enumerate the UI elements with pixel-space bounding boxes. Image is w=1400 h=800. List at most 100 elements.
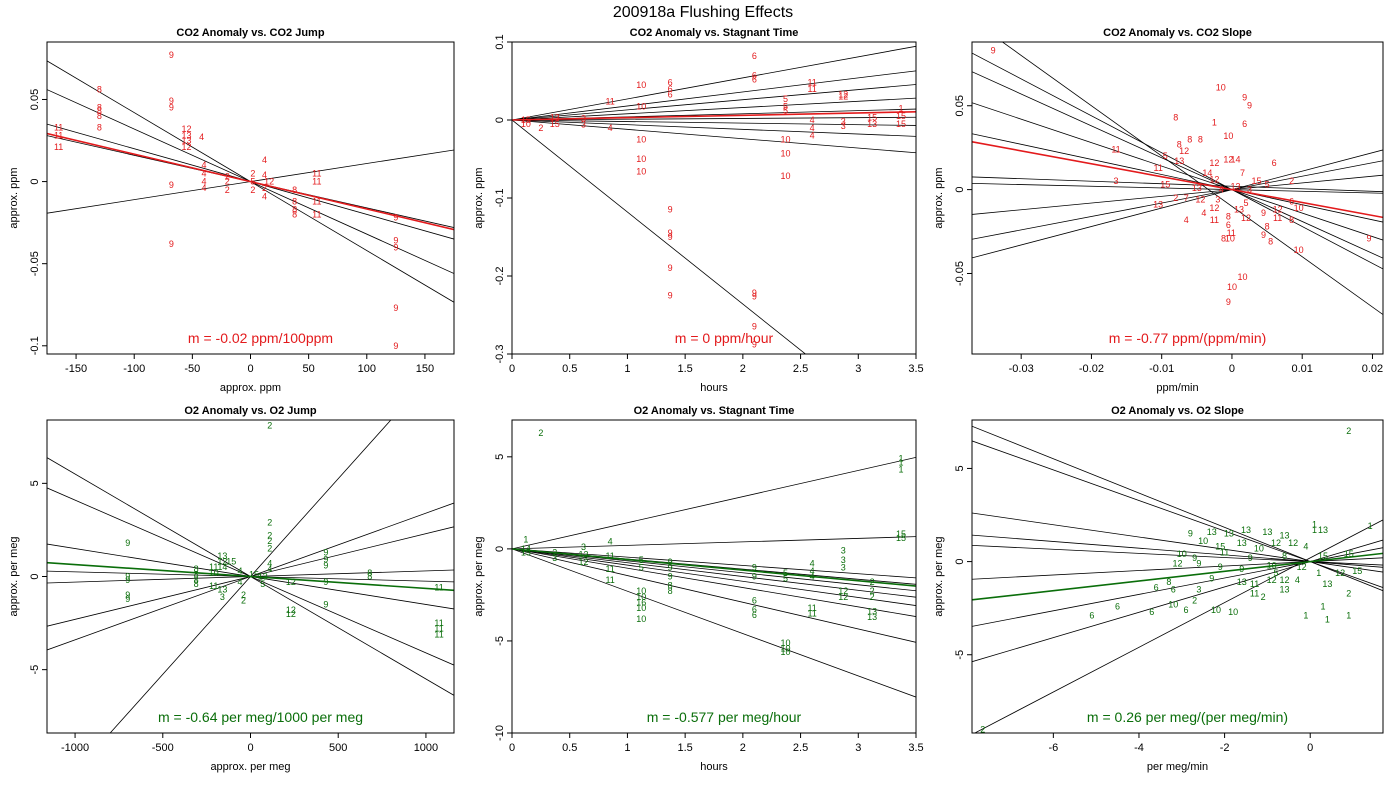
data-point-label: 9 <box>668 205 673 215</box>
mean-fit-line <box>47 132 454 231</box>
regression-line <box>512 84 916 121</box>
data-point-label: 3 <box>1215 195 1220 205</box>
plot-area: 9998888811111112131312499444422225244241… <box>47 50 454 351</box>
data-point-label: 12 <box>1288 538 1298 548</box>
data-point-label: 6 <box>752 74 757 84</box>
plot-frame <box>971 41 1384 355</box>
data-point-label: 3 <box>841 121 846 131</box>
data-point-label: 2 <box>1289 176 1294 186</box>
data-point-label: 4 <box>262 155 267 165</box>
slope-annotation: m = 0.26 per meg/(per meg/min) <box>1087 709 1288 725</box>
x-tick-label: 0 <box>1229 363 1235 375</box>
data-point-label: 2 <box>1346 426 1351 436</box>
data-point-label: 9 <box>752 288 757 298</box>
data-point-label: 13 <box>867 119 877 129</box>
data-point-label: 6 <box>1289 196 1294 206</box>
data-point-label: 4 <box>810 559 815 569</box>
data-point-label: 15 <box>1352 566 1362 576</box>
data-point-label: 1 <box>1312 519 1317 529</box>
data-point-label: 6 <box>1154 583 1159 593</box>
data-point-label: 5 <box>783 102 788 112</box>
x-tick-label: 500 <box>329 742 347 754</box>
data-point-label: 10 <box>1223 131 1233 141</box>
x-axis-label: ppm/min <box>1156 382 1198 394</box>
data-point-label: 5 <box>639 555 644 565</box>
data-point-label: 12 <box>1172 558 1182 568</box>
y-axis-label: approx. per meg <box>8 536 20 616</box>
regression-line <box>512 116 916 121</box>
y-tick-label: -5 <box>494 636 506 646</box>
data-point-label: 3 <box>581 120 586 130</box>
x-tick-label: 2 <box>740 742 746 754</box>
data-point-label: 4 <box>237 566 242 576</box>
data-point-label: 1 <box>523 535 528 545</box>
data-point-label: 10 <box>1294 245 1304 255</box>
data-point-label: 7 <box>1240 168 1245 178</box>
data-point-label: 3 <box>841 117 846 127</box>
regression-line <box>512 536 916 550</box>
x-tick-label: -500 <box>152 742 174 754</box>
data-point-label: 1 <box>1346 611 1351 621</box>
data-point-label: 11 <box>1227 228 1236 238</box>
data-point-label: 9 <box>752 322 757 332</box>
data-point-label: 8 <box>97 111 102 121</box>
data-point-label: 8 <box>292 185 297 195</box>
data-point-label: 12 <box>1223 154 1233 164</box>
data-point-label: 4 <box>810 572 815 582</box>
plot-frame <box>46 41 455 355</box>
data-point-label: 3 <box>841 546 846 556</box>
data-point-label: 4 <box>1219 185 1224 195</box>
data-point-label: 11 <box>209 581 218 591</box>
data-point-label: 5 <box>783 94 788 104</box>
data-point-label: 10 <box>1267 560 1277 570</box>
data-point-label: 12 <box>1195 195 1205 205</box>
x-tick-label: 3.5 <box>908 363 923 375</box>
regression-line <box>972 174 1383 215</box>
data-point-label: 8 <box>97 85 102 95</box>
data-point-label: 13 <box>1192 183 1202 193</box>
data-point-label: 1 <box>1325 614 1330 624</box>
data-point-label: 13 <box>550 113 560 123</box>
x-tick-label: 3 <box>855 363 861 375</box>
data-point-label: 15 <box>867 113 877 123</box>
data-point-label: 2 <box>250 185 255 195</box>
data-point-label: 12 <box>264 177 274 187</box>
x-tick-label: 50 <box>303 363 315 375</box>
data-point-label: 8 <box>194 579 199 589</box>
data-point-label: 15 <box>521 115 531 125</box>
data-point-label: 9 <box>125 590 130 600</box>
data-point-label: 4 <box>608 537 613 547</box>
data-point-label: 10 <box>781 171 791 181</box>
mean-fit-line <box>972 141 1383 219</box>
data-point-label: 9 <box>169 239 174 249</box>
regression-line <box>972 425 1383 592</box>
x-tick-label: 0 <box>1307 742 1313 754</box>
data-point-label: 15 <box>550 119 560 129</box>
x-tick-label: -6 <box>1048 742 1058 754</box>
data-point-label: 5 <box>250 177 255 187</box>
data-point-label: 12 <box>1209 158 1219 168</box>
data-point-label: 10 <box>636 592 646 602</box>
data-point-label: 4 <box>810 123 815 133</box>
data-point-label: 8 <box>367 568 372 578</box>
y-tick-label: -0.3 <box>494 345 506 364</box>
data-point-label: 12 <box>1179 146 1189 156</box>
data-point-label: 9 <box>1261 208 1266 218</box>
data-point-label: 1 <box>898 465 903 475</box>
x-tick-label: 100 <box>358 363 376 375</box>
data-point-label: 15 <box>1344 549 1354 559</box>
data-point-label: 9 <box>668 572 673 582</box>
data-point-label: 4 <box>267 564 272 574</box>
data-point-label: 12 <box>838 92 848 102</box>
data-point-label: 12 <box>838 586 848 596</box>
data-point-label: 9 <box>393 236 398 246</box>
data-point-label: 2 <box>870 592 875 602</box>
x-tick-label: 3 <box>855 742 861 754</box>
regression-line <box>972 102 1383 241</box>
data-point-label: 6 <box>752 595 757 605</box>
data-point-label: 2 <box>870 586 875 596</box>
data-point-label: 2 <box>1261 592 1266 602</box>
data-point-label: 9 <box>125 575 130 585</box>
data-point-label: 9 <box>323 547 328 557</box>
